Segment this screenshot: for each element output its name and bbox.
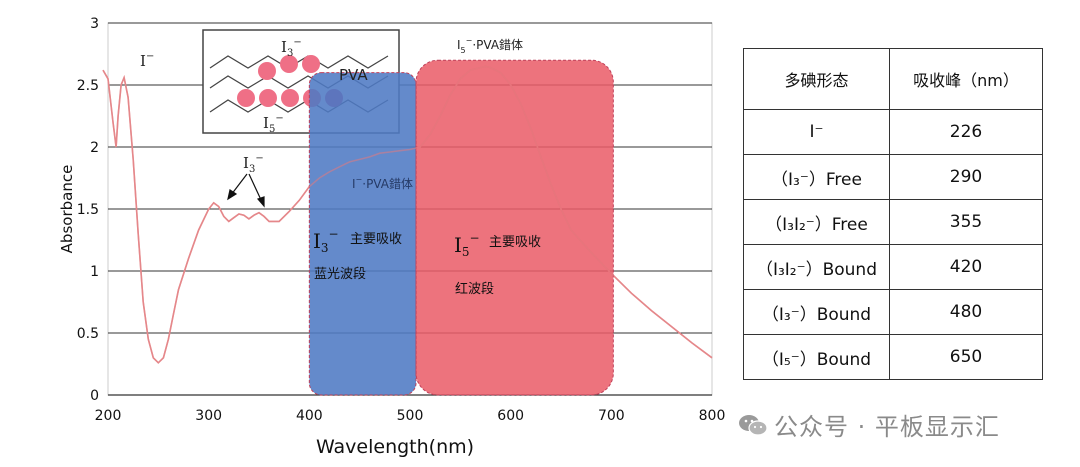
absorption-peak-table: 多碘形态 吸收峰（nm） I⁻ 226 （I₃⁻）Free 290 （I₃I₂⁻… — [743, 48, 1043, 380]
x-tick-label: 500 — [397, 408, 424, 424]
table-row: （I₅⁻）Bound 650 — [743, 334, 1043, 380]
i5-pva-complex-label: I5−·PVA錯体 — [457, 36, 523, 55]
table-cell-form: （I₃⁻）Free — [743, 154, 890, 200]
y-tick-label: 2 — [90, 140, 99, 156]
blue-band-desc: 主要吸收 — [350, 232, 402, 247]
wechat-icon — [738, 413, 768, 443]
x-tick-label: 700 — [598, 408, 625, 424]
table-cell-form: （I₃I₂⁻）Bound — [743, 244, 890, 290]
table-header-cell: 吸收峰（nm） — [889, 48, 1043, 110]
table-cell-peak: 420 — [889, 244, 1043, 290]
inset-i5-label: I5− — [263, 113, 284, 135]
absorbance-curve-overlay — [102, 65, 713, 364]
table-row: （I₃I₂⁻）Free 355 — [743, 199, 1043, 245]
iodine-atom — [281, 89, 299, 107]
table-cell-form: （I₃⁻）Bound — [743, 289, 890, 335]
table-row: （I₃⁻）Bound 480 — [743, 289, 1043, 335]
iodine-atom — [259, 89, 277, 107]
watermark-text: 公众号 · 平板显示汇 — [774, 413, 1000, 441]
y-axis-label: Absorbance — [58, 165, 76, 254]
i3-pva-complex-label: I−·PVA錯体 — [352, 175, 413, 191]
iodine-atom — [258, 62, 276, 80]
y-tick-label: 2.5 — [77, 78, 99, 94]
x-tick-label: 200 — [95, 408, 122, 424]
iodine-atom — [302, 55, 320, 73]
i3-peaks-label: I3− — [243, 153, 264, 175]
blue-band-name: 蓝光波段 — [314, 267, 366, 282]
x-axis-label: Wavelength(nm) — [316, 436, 474, 458]
inset-i3-label: I3− — [281, 37, 302, 59]
table-row: （I₃I₂⁻）Bound 420 — [743, 244, 1043, 290]
absorbance-chart: 0 0.5 1 1.5 2 2.5 3 200 300 400 500 600 700 800 Wave… — [58, 16, 726, 458]
inset-pva-label: PVA — [339, 66, 368, 84]
i3-peak-arrows — [227, 173, 265, 208]
y-tick-label: 0 — [90, 388, 99, 404]
table-cell-peak: 290 — [889, 154, 1043, 200]
x-tick-label: 300 — [195, 408, 222, 424]
i-minus-label: I− — [140, 51, 154, 70]
x-tick-label: 800 — [699, 408, 726, 424]
red-band-desc: 主要吸收 — [489, 235, 541, 250]
iodine-atom — [237, 89, 255, 107]
watermark: 公众号 · 平板显示汇 — [738, 407, 1000, 443]
table-cell-form: I⁻ — [743, 109, 890, 155]
y-tick-labels: 0 0.5 1 1.5 2 2.5 3 — [77, 16, 99, 404]
x-tick-label: 400 — [296, 408, 323, 424]
table-header-row: 多碘形态 吸收峰（nm） — [743, 48, 1043, 110]
table-row: （I₃⁻）Free 290 — [743, 154, 1043, 200]
table-cell-peak: 650 — [889, 334, 1043, 380]
y-tick-label: 1 — [90, 264, 99, 280]
table-cell-form: （I₅⁻）Bound — [743, 334, 890, 380]
inset-polymer-chain — [209, 55, 389, 69]
red-band-ion-label: I5− — [454, 231, 480, 259]
x-tick-labels: 200 300 400 500 600 700 800 — [95, 408, 726, 424]
y-tick-label: 0.5 — [77, 326, 99, 342]
y-tick-label: 3 — [90, 16, 99, 32]
table-cell-peak: 226 — [889, 109, 1043, 155]
table-row: I⁻ 226 — [743, 109, 1043, 155]
y-tick-label: 1.5 — [77, 202, 99, 218]
table-cell-form: （I₃I₂⁻）Free — [743, 199, 890, 245]
table-cell-peak: 480 — [889, 289, 1043, 335]
iodine-atom — [280, 55, 298, 73]
blue-band-ion-label: I3− — [313, 227, 339, 255]
table-cell-peak: 355 — [889, 199, 1043, 245]
x-tick-label: 600 — [497, 408, 524, 424]
red-band-region — [415, 59, 614, 396]
red-band-name: 红波段 — [455, 281, 494, 297]
table-header-cell: 多碘形态 — [743, 48, 890, 110]
